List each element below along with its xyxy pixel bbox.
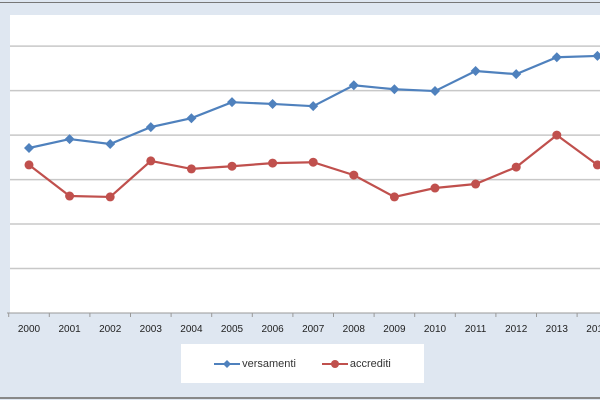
- data-point-versamenti: [348, 80, 359, 91]
- data-point-accrediti: [105, 192, 115, 202]
- legend-item-accrediti: accrediti: [321, 357, 391, 370]
- legend-marker-accrediti: [321, 359, 348, 368]
- data-point-accrediti: [146, 156, 156, 166]
- data-point-accrediti: [24, 160, 34, 170]
- data-point-accrediti: [227, 161, 237, 171]
- data-point-versamenti: [105, 138, 116, 149]
- data-point-accrediti: [186, 164, 196, 174]
- legend-item-versamenti: versamenti: [214, 358, 296, 370]
- x-tick-label: 2012: [505, 324, 528, 335]
- data-point-versamenti: [470, 66, 481, 77]
- x-tick-label: 2011: [465, 324, 487, 335]
- legend: versamenti accrediti: [181, 344, 424, 383]
- data-point-versamenti: [186, 113, 197, 124]
- data-point-accrediti: [268, 158, 278, 168]
- data-point-versamenti: [64, 134, 75, 145]
- x-tick-label: 2009: [383, 324, 406, 335]
- legend-label: versamenti: [242, 357, 296, 370]
- data-point-versamenti: [267, 98, 278, 109]
- legend-marker-versamenti: [214, 359, 241, 368]
- data-point-accrediti: [471, 179, 481, 189]
- legend-label: accrediti: [349, 357, 391, 370]
- x-tick-label: 2001: [58, 324, 81, 335]
- data-point-versamenti: [551, 52, 562, 63]
- x-tick-label: 2003: [140, 324, 163, 335]
- data-point-accrediti: [65, 191, 75, 201]
- data-point-versamenti: [308, 101, 319, 112]
- data-point-versamenti: [592, 50, 600, 61]
- data-point-versamenti: [430, 86, 440, 97]
- data-point-versamenti: [511, 69, 522, 80]
- data-point-versamenti: [389, 84, 400, 95]
- data-point-accrediti: [592, 160, 600, 170]
- x-tick-label: 2014: [586, 324, 600, 335]
- data-point-accrediti: [552, 130, 562, 140]
- data-point-accrediti: [389, 192, 399, 202]
- bottom-border: [0, 397, 600, 399]
- data-point-accrediti: [308, 157, 318, 167]
- x-tick-label: 2008: [343, 324, 366, 335]
- top-border: [0, 2, 600, 3]
- x-tick-label: 2004: [180, 324, 203, 335]
- data-point-accrediti: [349, 170, 359, 180]
- x-tick-label: 2006: [261, 324, 284, 335]
- x-tick-label: 2005: [221, 324, 244, 335]
- x-tick-label: 2002: [99, 324, 122, 335]
- plot-area: [10, 15, 600, 313]
- x-tick-label: 2000: [18, 324, 41, 335]
- data-point-versamenti: [145, 122, 156, 133]
- data-point-accrediti: [430, 183, 440, 193]
- data-point-versamenti: [227, 97, 237, 108]
- x-tick-label: 2010: [424, 324, 447, 335]
- x-tick-label: 2013: [546, 324, 569, 335]
- data-point-accrediti: [511, 162, 521, 172]
- x-tick-label: 2007: [302, 324, 325, 335]
- data-point-versamenti: [24, 142, 34, 153]
